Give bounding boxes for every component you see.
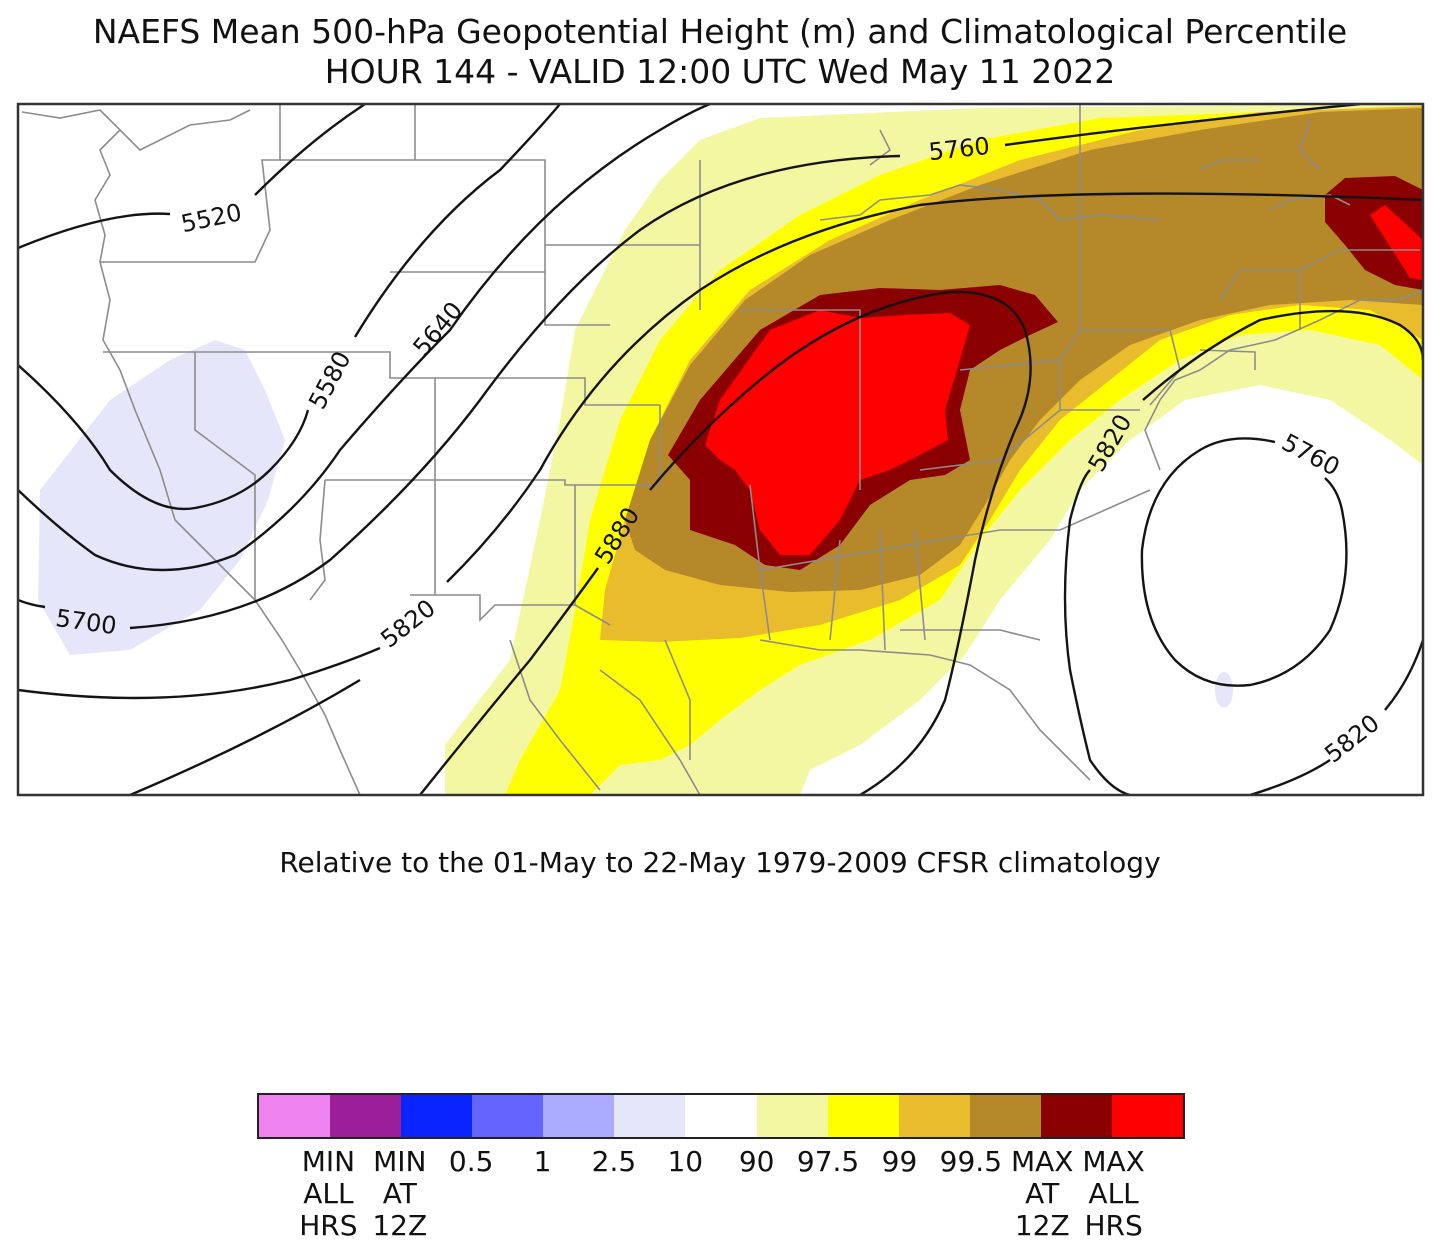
map-panel: 5520 5580 5640 5700 5760 5760 5820 5820 …	[16, 102, 1425, 797]
map-valid-time: HOUR 144 - VALID 12:00 UTC Wed May 11 20…	[324, 52, 1116, 91]
colorbar-tick-label: 1	[533, 1145, 552, 1178]
shade-below-10	[38, 340, 285, 655]
colorbar-tick-label: MAX AT 12Z	[1010, 1145, 1074, 1242]
colorbar-tick-label: 99	[881, 1145, 918, 1178]
contour-label: 5760	[927, 132, 991, 166]
shade-max-all-east	[1370, 205, 1423, 280]
colorbar-swatch	[756, 1095, 828, 1137]
colorbar-swatch	[472, 1095, 544, 1137]
colorbar-swatch	[259, 1095, 331, 1137]
colorbar-tick-label: 90	[738, 1145, 775, 1178]
colorbar-swatch	[1111, 1095, 1184, 1137]
colorbar-tick-label: 2.5	[591, 1145, 637, 1178]
colorbar-tick-label: MIN AT 12Z	[372, 1145, 428, 1242]
colorbar-swatch	[827, 1095, 899, 1137]
colorbar-tick-label: MIN ALL HRS	[299, 1145, 358, 1242]
colorbar-swatch	[614, 1095, 686, 1137]
colorbar-swatch	[685, 1095, 757, 1137]
colorbar-tick-label: 99.5	[939, 1145, 1003, 1178]
colorbar-tick-label: 0.5	[448, 1145, 494, 1178]
climatology-note: Relative to the 01-May to 22-May 1979-20…	[279, 846, 1161, 879]
colorbar-tick-label: MAX ALL HRS	[1082, 1145, 1145, 1242]
colorbar-swatch	[543, 1095, 615, 1137]
map-title: NAEFS Mean 500-hPa Geopotential Height (…	[92, 12, 1348, 51]
shade-below-10-small	[1215, 672, 1233, 708]
colorbar-swatch	[330, 1095, 402, 1137]
map-frame	[16, 102, 1425, 797]
colorbar-tick-label: 10	[667, 1145, 704, 1178]
colorbar-swatch	[1040, 1095, 1112, 1137]
percentile-colorbar	[257, 1093, 1185, 1139]
colorbar-swatch	[898, 1095, 970, 1137]
colorbar-swatch	[969, 1095, 1041, 1137]
colorbar-tick-label: 97.5	[796, 1145, 860, 1178]
colorbar-swatch	[401, 1095, 473, 1137]
height-contours	[18, 104, 1423, 795]
boundary-lines	[21, 105, 1423, 795]
